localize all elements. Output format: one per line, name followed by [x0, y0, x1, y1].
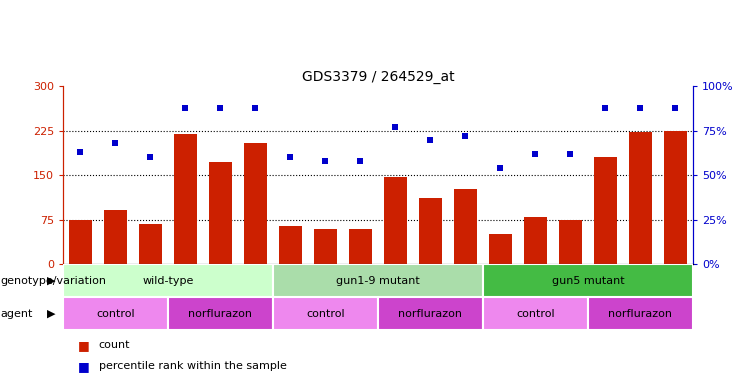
Text: ▶: ▶: [47, 309, 56, 319]
Text: wild-type: wild-type: [142, 276, 193, 286]
Text: norflurazon: norflurazon: [608, 309, 672, 319]
Bar: [273, 264, 483, 297]
Text: norflurazon: norflurazon: [188, 309, 253, 319]
Title: GDS3379 / 264529_at: GDS3379 / 264529_at: [302, 70, 454, 84]
Bar: [279, 225, 302, 264]
Bar: [483, 297, 588, 330]
Point: [75, 149, 87, 155]
Text: gun5 mutant: gun5 mutant: [551, 276, 624, 286]
Bar: [664, 131, 687, 264]
Text: percentile rank within the sample: percentile rank within the sample: [99, 361, 287, 371]
Point: [494, 165, 506, 171]
Text: gun1-9 mutant: gun1-9 mutant: [336, 276, 420, 286]
Point: [599, 104, 611, 111]
Text: agent: agent: [1, 309, 33, 319]
Bar: [483, 264, 693, 297]
Point: [179, 104, 191, 111]
Point: [144, 154, 156, 161]
Bar: [384, 177, 407, 264]
Bar: [629, 132, 652, 264]
Point: [459, 133, 471, 139]
Text: control: control: [306, 309, 345, 319]
Bar: [63, 297, 168, 330]
Point: [634, 104, 646, 111]
Point: [285, 154, 296, 161]
Bar: [489, 235, 512, 264]
Point: [565, 151, 576, 157]
Bar: [273, 297, 378, 330]
Point: [390, 124, 402, 130]
Text: ▶: ▶: [47, 276, 56, 286]
Bar: [378, 297, 483, 330]
Bar: [244, 142, 267, 264]
Text: control: control: [96, 309, 135, 319]
Point: [354, 158, 366, 164]
Bar: [588, 297, 693, 330]
Bar: [63, 264, 273, 297]
Point: [669, 104, 681, 111]
Text: genotype/variation: genotype/variation: [1, 276, 107, 286]
Bar: [594, 157, 617, 264]
Text: norflurazon: norflurazon: [399, 309, 462, 319]
Text: count: count: [99, 340, 130, 350]
Bar: [524, 217, 547, 264]
Bar: [419, 198, 442, 264]
Bar: [454, 189, 476, 264]
Bar: [139, 224, 162, 264]
Text: ■: ■: [78, 339, 90, 352]
Point: [319, 158, 331, 164]
Bar: [314, 228, 337, 264]
Text: ■: ■: [78, 360, 90, 372]
Bar: [349, 228, 372, 264]
Bar: [209, 162, 232, 264]
Point: [250, 104, 262, 111]
Point: [529, 151, 541, 157]
Bar: [174, 134, 197, 264]
Bar: [104, 210, 127, 264]
Text: control: control: [516, 309, 555, 319]
Bar: [69, 220, 92, 264]
Point: [215, 104, 227, 111]
Bar: [559, 220, 582, 264]
Bar: [168, 297, 273, 330]
Point: [425, 136, 436, 142]
Point: [110, 140, 122, 146]
